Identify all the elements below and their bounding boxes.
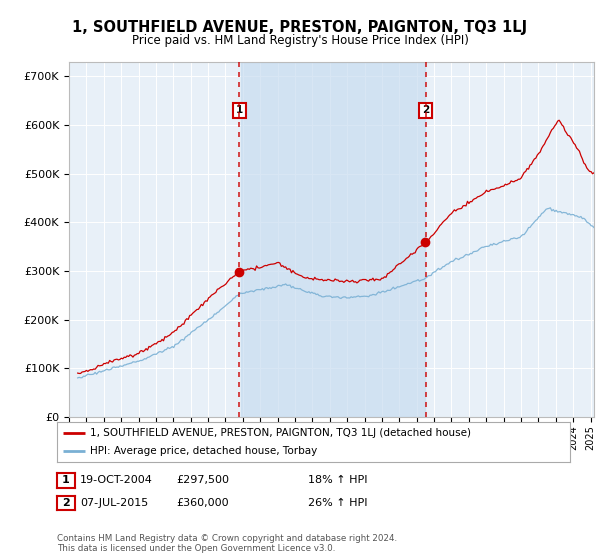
Text: £360,000: £360,000 [176,498,229,508]
Text: £297,500: £297,500 [176,475,229,486]
Text: 1: 1 [62,475,70,486]
Text: 26% ↑ HPI: 26% ↑ HPI [308,498,367,508]
Text: 1, SOUTHFIELD AVENUE, PRESTON, PAIGNTON, TQ3 1LJ: 1, SOUTHFIELD AVENUE, PRESTON, PAIGNTON,… [73,20,527,35]
Text: Price paid vs. HM Land Registry's House Price Index (HPI): Price paid vs. HM Land Registry's House … [131,34,469,46]
Text: 2: 2 [422,105,430,115]
Text: 1: 1 [236,105,243,115]
Text: 2: 2 [62,498,70,508]
Text: 19-OCT-2004: 19-OCT-2004 [80,475,152,486]
Text: Contains HM Land Registry data © Crown copyright and database right 2024.
This d: Contains HM Land Registry data © Crown c… [57,534,397,553]
Text: 07-JUL-2015: 07-JUL-2015 [80,498,148,508]
Text: HPI: Average price, detached house, Torbay: HPI: Average price, detached house, Torb… [91,446,317,456]
Text: 18% ↑ HPI: 18% ↑ HPI [308,475,367,486]
Text: 1, SOUTHFIELD AVENUE, PRESTON, PAIGNTON, TQ3 1LJ (detached house): 1, SOUTHFIELD AVENUE, PRESTON, PAIGNTON,… [91,428,472,437]
